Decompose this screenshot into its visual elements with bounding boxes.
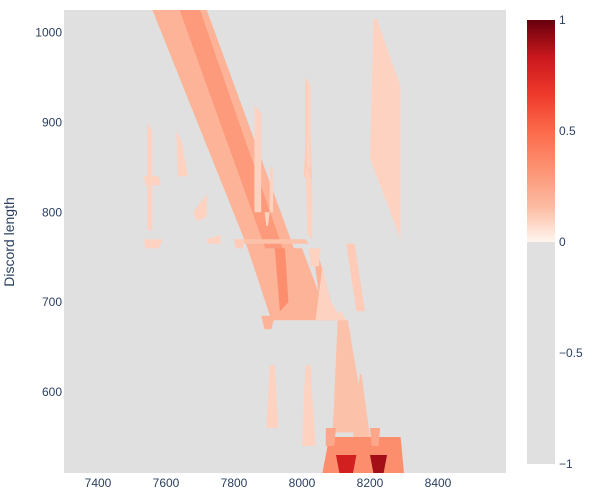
heatmap-region-32 (234, 239, 245, 249)
heatmap-region-2 (240, 239, 309, 244)
y-axis-title: Discord length (1, 197, 17, 287)
colorbar-tick-label: −0.5 (559, 346, 583, 360)
heatmap-region-19 (370, 19, 401, 240)
heatmap-region-20 (346, 243, 365, 312)
heatmap-region-9 (176, 131, 189, 177)
y-tick-label: 800 (42, 205, 62, 219)
heatmap-region-14 (264, 212, 270, 226)
heatmap-region-25 (353, 374, 370, 437)
heatmap-region-34 (143, 176, 161, 186)
heatmap-region-29 (325, 428, 336, 446)
x-tick-label: 8200 (357, 476, 384, 490)
x-tick-label: 8000 (289, 476, 316, 490)
heatmap-regions (143, 10, 404, 473)
y-tick-label: 600 (42, 385, 62, 399)
heatmap-region-18 (307, 77, 311, 168)
heatmap-region-27 (336, 455, 357, 473)
x-tick-label: 7400 (85, 476, 112, 490)
y-tick-label: 1000 (35, 25, 62, 39)
heatmap-region-8 (143, 239, 163, 249)
colorbar-tick-label: 0 (559, 235, 566, 249)
heatmap-region-10 (193, 194, 207, 222)
colorbar-negative (527, 242, 555, 464)
x-tick-label: 7600 (153, 476, 180, 490)
heatmap-region-30 (370, 428, 381, 446)
heatmap-region-3 (247, 248, 330, 321)
x-tick-label: 7800 (221, 476, 248, 490)
heatmap-region-12 (254, 104, 262, 213)
x-axis-ticks: 7400 7600 7800 8000 8200 8400 (85, 476, 452, 490)
colorbar-positive (527, 20, 555, 242)
heatmap-region-21 (315, 266, 343, 321)
heatmap-region-33 (266, 365, 279, 428)
x-tick-label: 8400 (425, 476, 452, 490)
y-axis-ticks: 600 700 800 900 1000 (35, 25, 62, 399)
heatmap-region-11 (206, 234, 221, 244)
colorbar-tick-label: −1 (559, 457, 573, 471)
heatmap-region-31 (308, 248, 321, 267)
colorbar-tick-label: 0.5 (559, 124, 576, 138)
heatmap-region-13 (269, 167, 274, 213)
heatmap-region-23 (302, 365, 316, 446)
colorbar-ticks: 1 0.5 0 −0.5 −1 (559, 13, 583, 471)
y-tick-label: 700 (42, 295, 62, 309)
heatmap-region-28 (370, 455, 387, 473)
colorbar-tick-label: 1 (559, 13, 566, 27)
heatmap-region-4 (274, 248, 289, 312)
heatmap-region-6 (261, 315, 275, 330)
heatmap-region-17 (305, 167, 313, 235)
y-tick-label: 900 (42, 115, 62, 129)
